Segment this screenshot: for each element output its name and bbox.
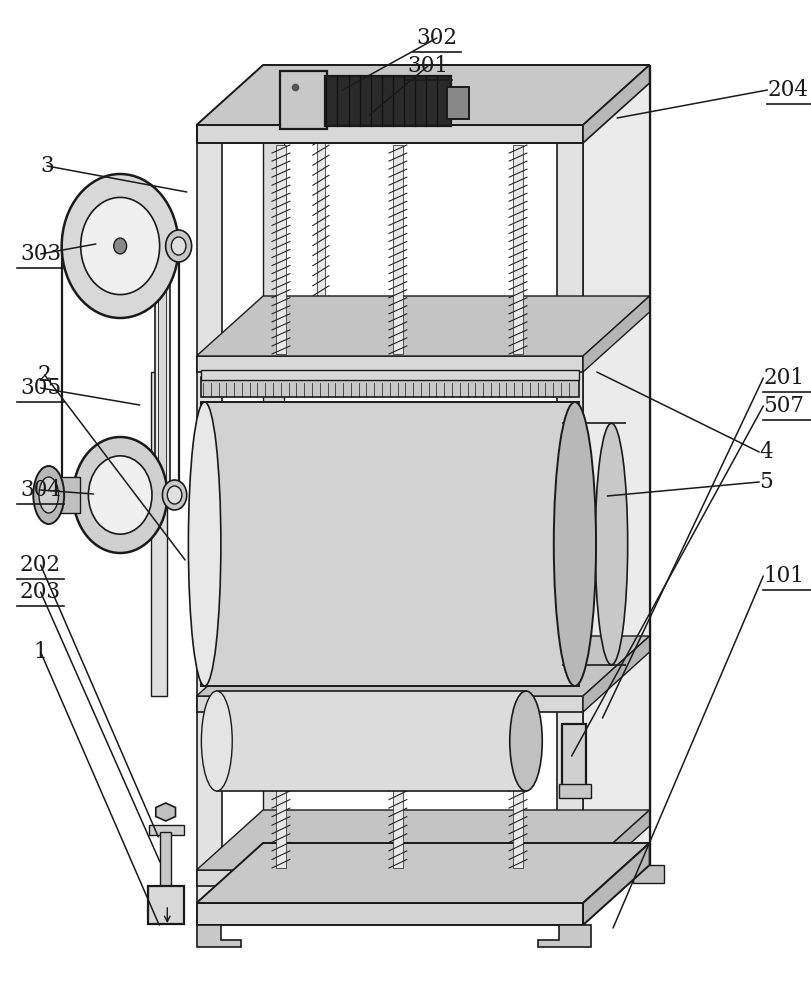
Bar	[196, 696, 582, 712]
Ellipse shape	[33, 466, 64, 524]
Ellipse shape	[73, 437, 167, 553]
Polygon shape	[538, 925, 590, 947]
Bar	[196, 870, 582, 886]
Text: 204: 204	[766, 79, 807, 101]
Ellipse shape	[509, 691, 542, 791]
Text: 302: 302	[416, 27, 457, 49]
Bar	[158, 251, 166, 490]
Ellipse shape	[553, 402, 595, 686]
Ellipse shape	[62, 174, 178, 318]
Bar	[628, 65, 649, 865]
Polygon shape	[196, 925, 241, 947]
Text: 2: 2	[38, 364, 51, 386]
Ellipse shape	[162, 480, 187, 510]
Bar	[276, 145, 285, 354]
Bar	[316, 125, 324, 326]
Text: 1: 1	[34, 641, 47, 663]
Polygon shape	[196, 296, 649, 356]
Bar	[196, 125, 582, 143]
Bar	[151, 372, 167, 696]
Bar	[513, 714, 522, 868]
Bar	[200, 370, 578, 380]
Text: 305: 305	[20, 377, 61, 399]
Text: 203: 203	[20, 581, 61, 603]
Polygon shape	[582, 810, 649, 886]
Bar	[217, 691, 526, 791]
Polygon shape	[196, 636, 649, 696]
Bar	[155, 246, 169, 495]
Text: 3: 3	[41, 155, 54, 177]
Text: 5: 5	[758, 471, 772, 493]
Text: 301: 301	[407, 55, 448, 77]
Bar	[160, 832, 171, 890]
Bar	[393, 714, 402, 868]
Bar	[513, 145, 522, 354]
Polygon shape	[196, 810, 649, 870]
Polygon shape	[582, 65, 649, 925]
Text: 201: 201	[762, 367, 803, 389]
Text: 304: 304	[20, 479, 61, 501]
Bar	[561, 724, 586, 786]
Text: 4: 4	[758, 441, 772, 463]
Ellipse shape	[39, 477, 58, 513]
Ellipse shape	[188, 402, 221, 686]
Bar	[280, 71, 327, 129]
Bar	[200, 377, 578, 397]
Bar	[39, 477, 79, 513]
Text: 101: 101	[762, 565, 803, 587]
Polygon shape	[582, 296, 649, 372]
Ellipse shape	[80, 197, 160, 295]
Bar	[196, 903, 582, 925]
Bar	[196, 356, 582, 372]
Bar	[446, 87, 469, 119]
Polygon shape	[582, 843, 649, 925]
Polygon shape	[582, 65, 649, 143]
Ellipse shape	[167, 486, 182, 504]
Bar	[148, 886, 183, 924]
Polygon shape	[196, 65, 649, 125]
Bar	[324, 76, 450, 126]
Text: 303: 303	[20, 243, 61, 265]
Bar	[263, 65, 284, 865]
Polygon shape	[582, 636, 649, 712]
Polygon shape	[196, 843, 649, 903]
Polygon shape	[156, 803, 175, 821]
Bar	[149, 825, 183, 835]
Bar	[558, 784, 590, 798]
Bar	[200, 402, 578, 686]
Text: 202: 202	[20, 554, 61, 576]
Bar	[393, 145, 402, 354]
Bar	[556, 125, 582, 903]
Ellipse shape	[171, 237, 186, 255]
Bar	[276, 714, 285, 868]
Ellipse shape	[88, 456, 152, 534]
Polygon shape	[633, 865, 663, 883]
Ellipse shape	[594, 423, 627, 665]
Ellipse shape	[201, 691, 232, 791]
Ellipse shape	[165, 230, 191, 262]
Text: 507: 507	[762, 395, 803, 417]
Ellipse shape	[114, 238, 127, 254]
Bar	[196, 125, 222, 903]
